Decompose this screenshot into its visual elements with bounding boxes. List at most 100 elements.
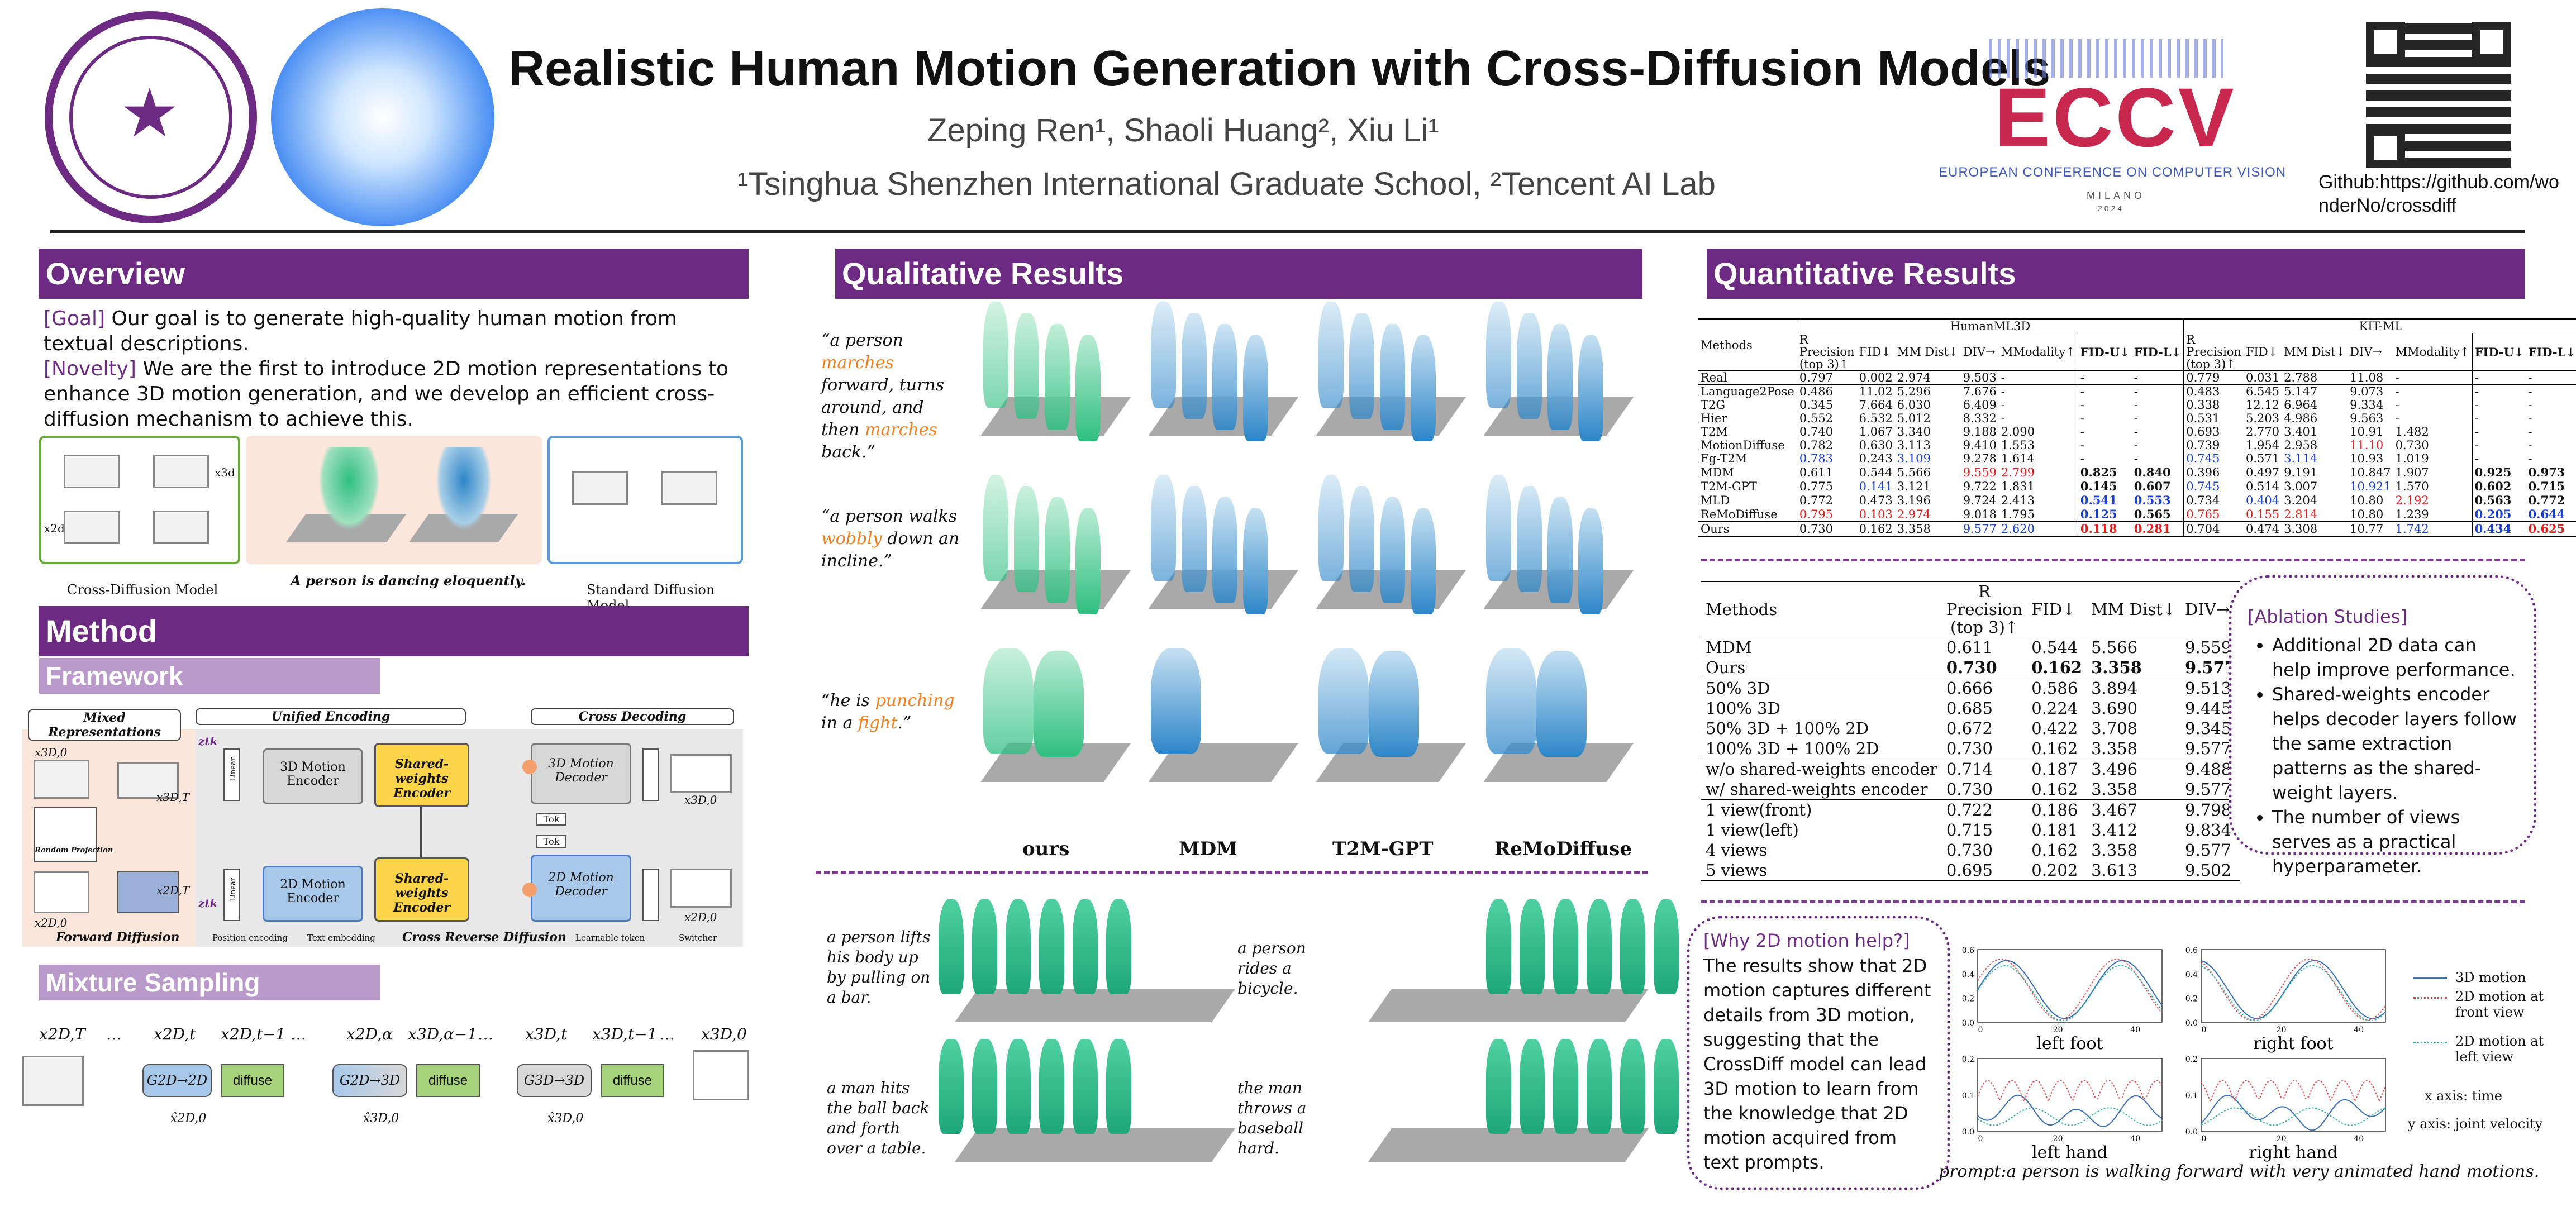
cell: 0.630 (1859, 438, 1893, 452)
cell: 3.204 (2284, 493, 2318, 507)
cell: 0.625 (2528, 522, 2565, 536)
method-label-t2mgpt: T2M-GPT (1332, 838, 1434, 860)
more-prompt-2: a person rides a bicycle. (1237, 939, 1306, 998)
cell: 11.08 (2350, 371, 2384, 384)
velocity-curve (1977, 1079, 2163, 1103)
cell: 1.239 (2395, 507, 2429, 521)
motion-figure (1318, 475, 1344, 581)
tick-label: 0.0 (1962, 1019, 1974, 1028)
cell: 0.925 (2472, 465, 2526, 479)
cell: 1.019 (2395, 452, 2429, 465)
cell: - (2001, 385, 2005, 398)
cell: - (2528, 371, 2532, 384)
cell: 10.847 (2350, 465, 2391, 479)
motion-figure (1182, 486, 1207, 592)
motion-figure (1553, 899, 1578, 994)
cell: - (2395, 371, 2399, 384)
qual-prompt-2: “a person walks wobbly down an incline.” (821, 507, 960, 571)
velocity-plots: 0.6 0.4 0.2 0.0 0 20 40 left foot 0.6 0.4 0.2 0.0 0 2… (1962, 946, 2386, 1162)
ablation-callout: [Ablation Studies] Additional 2D data ca… (2229, 575, 2536, 877)
cell: 3.496 (2091, 760, 2138, 779)
velocity-curve (2201, 965, 2386, 1022)
velocity-curve (2201, 1079, 2386, 1104)
plot-frame (1977, 949, 2163, 1023)
motion-figure (1486, 475, 1511, 581)
label-x3d0-out: x3D,0 (684, 793, 717, 807)
more-prompt-4: the man throws a baseball hard. (1237, 1079, 1307, 1157)
motion-figure (972, 899, 997, 994)
legend-2d-left: 2D motion at left view (2455, 1033, 2544, 1065)
cell: 0.685 (1946, 699, 1993, 718)
novelty-tag: [Novelty] (44, 357, 136, 380)
cell: 0.739 (2186, 438, 2220, 452)
cell: MDM (1706, 638, 1752, 657)
velocity-curve (2201, 1095, 2386, 1131)
cell: 50% 3D (1706, 679, 1770, 698)
cell: 3.109 (1897, 452, 1931, 465)
cell: 0.797 (1799, 371, 1833, 384)
cell: - (2395, 385, 2399, 398)
motion-figure (939, 899, 964, 994)
cell: - (2528, 425, 2532, 438)
cell: 3.196 (1897, 493, 1931, 507)
cell: 9.278 (1963, 452, 1997, 465)
col-hml-2: MM Dist↓ (1894, 333, 1961, 371)
cell: - (2528, 398, 2532, 412)
cell: 0.779 (2186, 371, 2220, 384)
x2d-label: x2d (44, 522, 65, 535)
mix-label-8: x3D,t (525, 1025, 568, 1043)
cell: - (2472, 384, 2526, 398)
motion-figure (1520, 1039, 1545, 1134)
github-qr-code[interactable] (2366, 22, 2511, 168)
cell: 11.10 (2350, 438, 2384, 452)
cell: 6.030 (1897, 398, 1931, 412)
cell: 0.666 (1946, 679, 1993, 698)
cell: 0.404 (2245, 493, 2280, 507)
cell: 0.345 (1799, 398, 1833, 412)
velocity-curve (1977, 958, 2163, 1021)
overview-caption-right: Standard Diffusion Model (587, 582, 715, 613)
mix-label-9: x3D,t−1 (592, 1025, 658, 1043)
cell: 3.340 (1897, 425, 1931, 438)
cell: 0.730 (1946, 841, 1993, 860)
cell: - (2472, 425, 2526, 438)
cell: 0.714 (1946, 760, 1993, 779)
novelty-text: We are the first to introduce 2D motion … (44, 357, 728, 431)
cell: - (2001, 412, 2005, 425)
cell: - (2528, 385, 2532, 398)
cell: 0.553 (2131, 493, 2184, 507)
tick-label: 0.4 (2185, 970, 2198, 979)
quant-divider-1 (1701, 559, 2525, 561)
cell: 0.611 (1799, 465, 1833, 479)
mix-label-2: x2D,t (154, 1025, 196, 1043)
cell: 0.795 (1799, 507, 1833, 521)
cell: 7.664 (1859, 398, 1893, 412)
cell: w/o shared-weights encoder (1706, 760, 1937, 779)
table-row: 1 view(left) 0.715 0.181 3.412 9.834 (1701, 820, 2240, 840)
cell: - (2001, 398, 2005, 412)
label-ztk-top: ztk (198, 735, 218, 748)
cell: - (2131, 384, 2184, 398)
motion-figure (1547, 324, 1573, 430)
cell: - (2077, 412, 2132, 425)
label-ztk-bottom: ztk (198, 896, 218, 910)
cell: 5.147 (2284, 385, 2318, 398)
plot-prompt: prompt:a person is walking forward with … (1939, 1162, 2540, 1181)
cell: 10.921 (2350, 479, 2391, 493)
overview-text: [Goal] Our goal is to generate high-qual… (44, 306, 747, 432)
label-x2d0-out: x2D,0 (684, 910, 717, 924)
ablation-point-2: Shared-weights encoder helps decoder lay… (2272, 682, 2518, 805)
row-method: Hier (1698, 412, 1797, 425)
cell: 1.831 (2001, 479, 2035, 493)
cell: 0.740 (1799, 425, 1833, 438)
ab-col-mmdist: MM Dist↓ (2087, 581, 2181, 637)
github-link[interactable]: Github:https://github.com/wonderNo/cross… (2318, 171, 2559, 216)
cell: 0.103 (1859, 507, 1893, 521)
cell: 3.007 (2284, 479, 2318, 493)
motion-figure (1151, 648, 1201, 754)
cell: 6.964 (2284, 398, 2318, 412)
cell: 0.695 (1946, 861, 1993, 880)
cell: 3.708 (2091, 719, 2138, 738)
motion-figure (1517, 313, 1542, 419)
cell: 0.474 (2245, 522, 2280, 536)
